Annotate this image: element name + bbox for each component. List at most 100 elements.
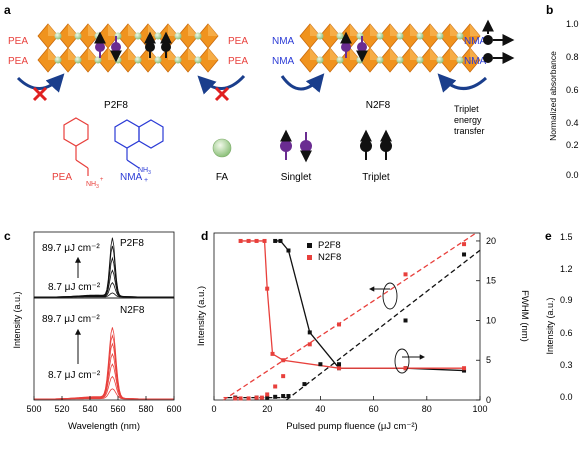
octahedron-face [430, 48, 440, 60]
data-point [337, 362, 342, 367]
nma-charge-label: + [144, 177, 148, 184]
panel-c: c P2F8 89.7 μJ cm⁻² 8.7 μJ cm⁻² N2F8 89.… [4, 229, 182, 432]
octahedron-face [88, 48, 98, 60]
fa-cation-icon [416, 32, 424, 40]
octahedron-face [470, 48, 480, 60]
tick-label: 0.0 [566, 170, 579, 180]
cation-label-nma: NMA [464, 56, 487, 67]
legend-label: P2F8 [318, 240, 341, 251]
fa-cation-icon [74, 56, 82, 64]
triplet-exciton-left [144, 31, 172, 58]
tick-label: 540 [82, 404, 97, 414]
octahedron-face [330, 24, 340, 36]
fluence-low-label: 8.7 μJ cm⁻² [48, 370, 101, 381]
blocked-cross-icon [214, 86, 230, 102]
tick-label: 600 [166, 404, 181, 414]
fa-cation-icon [396, 32, 404, 40]
sample-label: P2F8 [120, 238, 144, 249]
octahedron-face [390, 48, 400, 60]
curved-arrow-icon [437, 73, 488, 93]
octahedron-face [188, 48, 198, 60]
cation-label-nma: NMA [464, 36, 487, 47]
data-point [302, 382, 307, 387]
data-point [273, 238, 278, 243]
data-point [403, 366, 408, 371]
data-point [265, 395, 270, 400]
octahedron-face [350, 24, 360, 36]
tick-label: 0.9 [560, 295, 573, 305]
data-point [262, 238, 267, 243]
data-point [462, 242, 467, 247]
panel-b: b Normalized absorbance 1.0 0.8 0.6 0.4 … [546, 3, 579, 180]
data-point [270, 351, 275, 356]
fa-cation-icon [54, 32, 62, 40]
curved-arrow-icon [197, 74, 246, 95]
tick-label: 60 [369, 404, 379, 414]
fa-cation-icon [316, 32, 324, 40]
series-indicator-ellipse [394, 348, 410, 374]
fa-cation-icon [174, 56, 182, 64]
legend-label: N2F8 [318, 252, 341, 263]
tick-label: 10 [486, 315, 496, 325]
fa-cation-icon [456, 32, 464, 40]
series-indicator-ellipse [382, 282, 398, 310]
fa-cation-icon [376, 56, 384, 64]
axis-label-y-left: Intensity (a.u.) [196, 286, 207, 346]
tick-label: 0 [486, 395, 491, 405]
octahedron-face [450, 48, 460, 60]
fa-cation-icon [336, 32, 344, 40]
data-point [259, 395, 264, 400]
fa-cation-icon [174, 32, 182, 40]
fa-cation-icon [194, 32, 202, 40]
data-point [286, 248, 291, 253]
triplet-exciton-right [482, 19, 515, 64]
data-point [278, 238, 283, 243]
cation-label-nma: NMA [272, 36, 295, 47]
tick-label: 0.2 [566, 140, 579, 150]
axis-label-x: Wavelength (nm) [68, 421, 140, 432]
octahedron-face [68, 24, 78, 36]
octahedron-face [188, 24, 198, 36]
data-point [273, 384, 278, 389]
axis-label-y: Intensity (a.u.) [12, 291, 22, 348]
octahedron-face [48, 48, 58, 60]
sample-label: N2F8 [120, 305, 145, 316]
tick-label: 80 [422, 404, 432, 414]
tick-label: 500 [26, 404, 41, 414]
crystal-n2f8 [299, 23, 481, 73]
fa-cation-icon [376, 32, 384, 40]
tick-label: 1.5 [560, 232, 573, 242]
axis-label-x: Pulsed pump fluence (μJ cm⁻²) [286, 421, 417, 432]
octahedron-face [370, 24, 380, 36]
tick-label: 0.6 [560, 328, 573, 338]
fa-cation-icon [396, 56, 404, 64]
cation-label-nma: NMA [272, 56, 295, 67]
tick-label: 1.0 [566, 19, 579, 29]
data-point [307, 330, 312, 335]
fa-cation-icon [74, 32, 82, 40]
fa-cation-icon [134, 32, 142, 40]
fa-cation-icon [194, 56, 202, 64]
tick-label: 5 [486, 355, 491, 365]
fluence-high-label: 89.7 μJ cm⁻² [42, 243, 100, 254]
panel-letter: c [4, 229, 11, 243]
panel-e: e Intensity (a.u.) 1.5 1.2 0.9 0.6 0.3 0… [545, 229, 573, 402]
fluence-low-label: 8.7 μJ cm⁻² [48, 282, 101, 293]
axis-label-y: Intensity (a.u.) [545, 297, 555, 354]
crystal-name-p2f8: P2F8 [104, 100, 128, 111]
tick-label: 0 [211, 404, 216, 414]
cation-label-pea: PEA [228, 36, 248, 47]
tick-label: 40 [315, 404, 325, 414]
spectrum-line [34, 237, 174, 298]
data-point [246, 238, 251, 243]
octahedron-face [390, 24, 400, 36]
pea-molecule-icon [63, 117, 89, 176]
octahedron-face [208, 48, 218, 60]
data-point [318, 362, 323, 367]
data-point [462, 252, 467, 257]
octahedron-face [330, 48, 340, 60]
singlet-exciton-right [340, 31, 368, 63]
